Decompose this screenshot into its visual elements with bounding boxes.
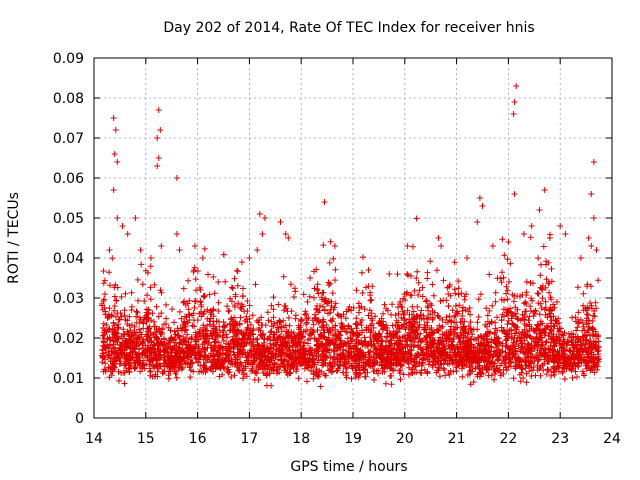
- chart-title: Day 202 of 2014, Rate Of TEC Index for r…: [163, 20, 534, 36]
- x-axis-label: GPS time / hours: [290, 459, 407, 475]
- ticks-layer: 14 15 16 17 18 19 20 21 22 23 24 0 0.01 0.02 0.03 0.04 0…: [53, 51, 621, 447]
- y-tick-label: 0.03: [53, 291, 84, 307]
- x-tick-label: 17: [240, 431, 258, 447]
- y-tick-label: 0.02: [53, 331, 84, 347]
- y-tick-label: 0.09: [53, 51, 84, 67]
- y-axis-label: ROTI / TECUs: [6, 192, 22, 284]
- y-tick-label: 0.08: [53, 91, 84, 107]
- x-tick-label: 20: [396, 431, 414, 447]
- y-tick-label: 0: [75, 411, 84, 427]
- roti-data-points: [98, 83, 602, 390]
- y-tick-label: 0.07: [53, 131, 84, 147]
- x-tick-label: 15: [137, 431, 155, 447]
- y-tick-label: 0.01: [53, 371, 84, 387]
- y-tick-label: 0.04: [53, 251, 84, 267]
- x-tick-label: 23: [551, 431, 569, 447]
- x-tick-label: 24: [603, 431, 621, 447]
- x-tick-label: 19: [344, 431, 362, 447]
- x-tick-label: 21: [448, 431, 466, 447]
- x-tick-label: 14: [85, 431, 103, 447]
- x-tick-label: 18: [292, 431, 310, 447]
- x-tick-label: 22: [499, 431, 517, 447]
- y-tick-label: 0.05: [53, 211, 84, 227]
- x-tick-label: 16: [189, 431, 207, 447]
- y-tick-label: 0.06: [53, 171, 84, 187]
- points-layer: [98, 83, 602, 390]
